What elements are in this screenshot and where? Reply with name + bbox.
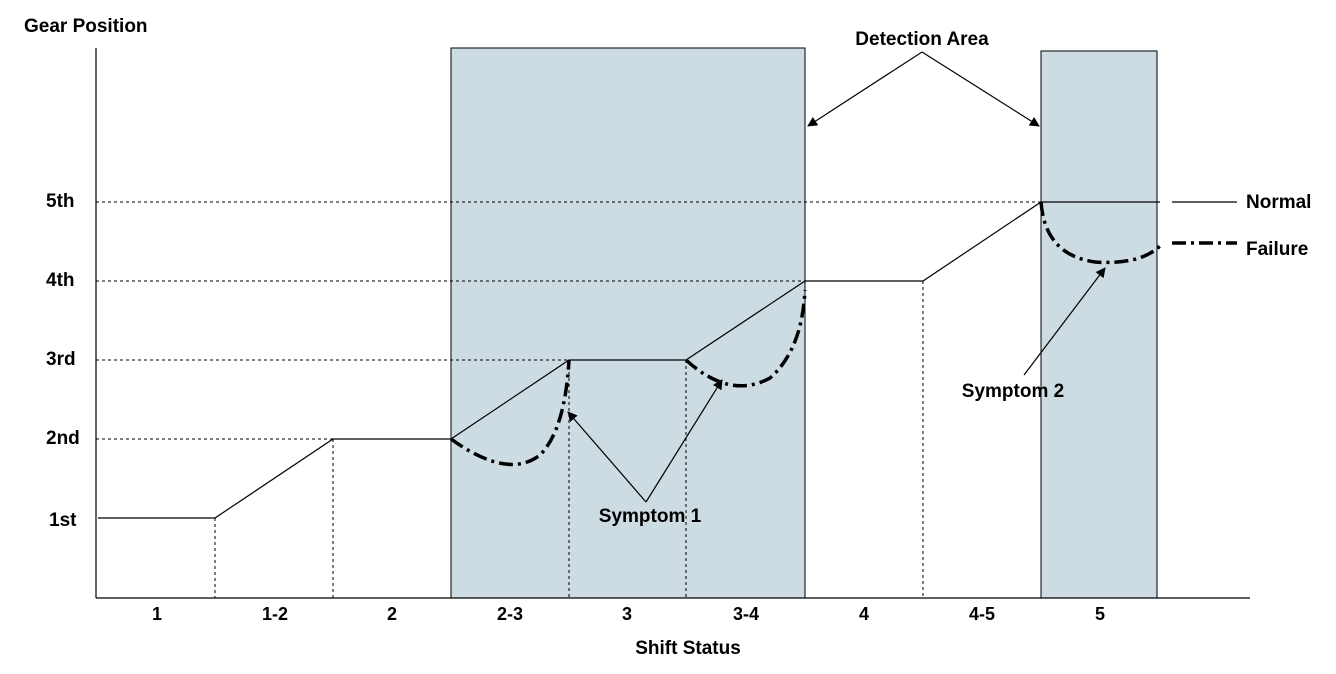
failure-curve-3-4 bbox=[684, 289, 807, 388]
legend-failure-label: Failure bbox=[1246, 239, 1308, 260]
detection-area-left bbox=[450, 47, 806, 599]
symptom2-arrow bbox=[1023, 267, 1106, 376]
symptom1-arrow-right bbox=[645, 379, 723, 503]
x-label-3: 3 bbox=[622, 604, 632, 624]
y-axis-title: Gear Position bbox=[24, 16, 148, 37]
x-label-2-3: 2-3 bbox=[497, 604, 523, 624]
failure-curve-5 bbox=[1039, 201, 1162, 265]
failure-curve-2-3 bbox=[449, 359, 571, 467]
symptom1-label: Symptom 1 bbox=[599, 506, 702, 527]
y-label-4th: 4th bbox=[46, 270, 75, 291]
normal-line bbox=[98, 201, 1160, 519]
detection-arrow-left bbox=[807, 51, 923, 127]
symptom1-arrow-left bbox=[567, 411, 647, 503]
x-label-2: 2 bbox=[387, 604, 397, 624]
y-label-2nd: 2nd bbox=[46, 428, 80, 449]
x-label-3-4: 3-4 bbox=[733, 604, 759, 624]
symptom2-label: Symptom 2 bbox=[962, 381, 1064, 402]
category-guides bbox=[214, 281, 924, 598]
legend-normal-label: Normal bbox=[1246, 192, 1311, 213]
x-axis-title: Shift Status bbox=[635, 638, 741, 659]
y-label-1st: 1st bbox=[49, 510, 77, 531]
x-label-4-5: 4-5 bbox=[969, 604, 995, 624]
symptom1-arrows bbox=[567, 379, 723, 503]
x-label-1-2: 1-2 bbox=[262, 604, 288, 624]
detection-area-right bbox=[1040, 50, 1158, 599]
y-label-5th: 5th bbox=[46, 191, 75, 212]
x-label-5: 5 bbox=[1095, 604, 1105, 624]
detection-area-label: Detection Area bbox=[855, 29, 989, 50]
detection-arrows bbox=[807, 51, 1040, 127]
x-label-1: 1 bbox=[152, 604, 162, 624]
detection-arrow-right bbox=[921, 51, 1040, 127]
y-label-3rd: 3rd bbox=[46, 349, 76, 370]
x-category-labels: 1 1-2 2 2-3 3 3-4 4 4-5 5 bbox=[152, 604, 1105, 624]
failure-curves bbox=[449, 201, 1162, 467]
x-label-4: 4 bbox=[859, 604, 869, 624]
